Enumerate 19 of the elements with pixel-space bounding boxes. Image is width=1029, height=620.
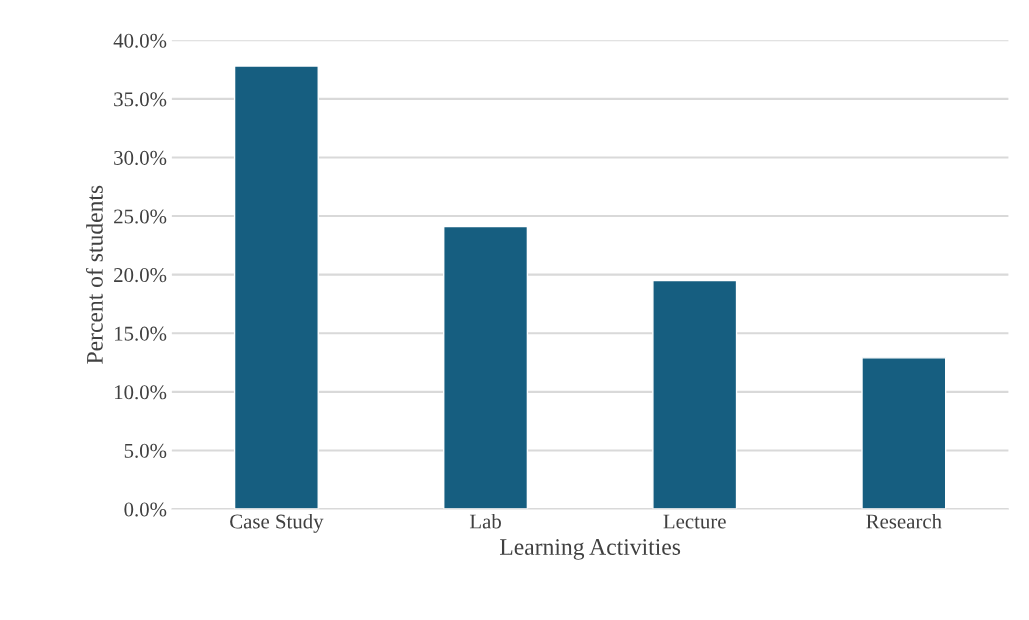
y-tick-label: 35.0% <box>114 92 167 107</box>
y-tick-label: 40.0% <box>113 33 167 48</box>
y-tick-label: 5.0% <box>124 443 167 458</box>
y-tick-label: 10.0% <box>115 385 167 400</box>
bar <box>652 279 738 510</box>
bar <box>233 65 319 510</box>
bar <box>443 225 529 510</box>
x-tick-label: Lab <box>469 513 501 529</box>
x-tick-label: Research <box>866 513 942 529</box>
y-tick-label: 25.0% <box>114 209 167 224</box>
x-tick-label: Case Study <box>230 513 324 533</box>
y-tick-label: 0.0% <box>124 502 167 517</box>
y-tick-label: 30.0% <box>114 150 167 165</box>
x-axis-title: Learning Activities <box>499 539 681 560</box>
y-tick-label: 15.0% <box>115 326 167 341</box>
y-tick-label: 20.0% <box>114 268 167 283</box>
y-axis-title: Percent of students <box>85 185 103 364</box>
x-tick-label: Lecture <box>663 514 726 529</box>
bar <box>861 357 947 510</box>
